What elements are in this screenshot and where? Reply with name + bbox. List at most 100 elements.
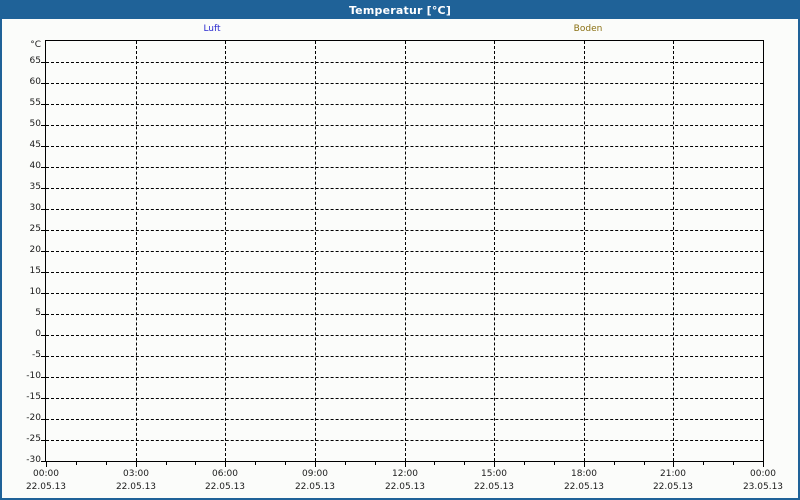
x-axis-tick-mark bbox=[763, 462, 764, 467]
y-axis-tick-label: -25 bbox=[26, 434, 41, 444]
gridline-horizontal bbox=[46, 419, 763, 420]
x-axis-tick-mark bbox=[405, 462, 406, 467]
y-axis-tick-label: 25 bbox=[29, 224, 41, 234]
y-axis-tick-mark bbox=[41, 209, 45, 210]
x-axis-tick-mark bbox=[494, 462, 495, 467]
gridline-horizontal bbox=[46, 440, 763, 441]
y-axis-tick-label: 5 bbox=[35, 308, 41, 318]
y-axis-tick-label: 30 bbox=[29, 203, 41, 213]
x-axis-tick-time: 18:00 bbox=[571, 469, 597, 479]
x-axis-minor-tick-mark bbox=[554, 462, 555, 465]
y-axis-tick-mark bbox=[41, 167, 45, 168]
gridline-vertical bbox=[405, 41, 406, 461]
x-axis-minor-tick-mark bbox=[375, 462, 376, 465]
x-axis-minor-tick-mark bbox=[464, 462, 465, 465]
y-axis-tick-label: 65 bbox=[29, 56, 41, 66]
y-axis-tick-mark bbox=[41, 440, 45, 441]
x-axis-minor-tick-mark bbox=[434, 462, 435, 465]
y-axis-tick-mark bbox=[41, 293, 45, 294]
x-axis-tick-date: 22.05.13 bbox=[115, 482, 157, 492]
y-axis-tick-label: -15 bbox=[26, 392, 41, 402]
gridline-horizontal bbox=[46, 293, 763, 294]
x-axis-minor-tick-mark bbox=[644, 462, 645, 465]
y-axis-tick-label: 35 bbox=[29, 182, 41, 192]
x-axis-tick-mark bbox=[136, 462, 137, 467]
legend-item-luft[interactable]: Luft bbox=[203, 24, 221, 34]
y-axis-tick-mark bbox=[41, 272, 45, 273]
gridline-horizontal bbox=[46, 251, 763, 252]
x-axis-tick-mark bbox=[673, 462, 674, 467]
x-axis-minor-tick-mark bbox=[614, 462, 615, 465]
y-axis-tick-mark bbox=[41, 104, 45, 105]
x-axis-tick-mark bbox=[46, 462, 47, 467]
x-axis-tick-date: 22.05.13 bbox=[25, 482, 67, 492]
y-axis-tick-mark bbox=[41, 62, 45, 63]
x-axis-tick-label: 12:00 22.05.13 bbox=[360, 468, 450, 494]
x-axis-tick-time: 15:00 bbox=[481, 469, 507, 479]
y-axis-tick-label: -5 bbox=[32, 350, 41, 360]
y-axis-tick-mark bbox=[41, 314, 45, 315]
x-axis-tick-date: 22.05.13 bbox=[204, 482, 246, 492]
legend-item-boden[interactable]: Boden bbox=[573, 24, 603, 34]
y-axis-tick-label: 15 bbox=[29, 266, 41, 276]
y-axis-tick-mark bbox=[41, 125, 45, 126]
gridline-vertical bbox=[136, 41, 137, 461]
x-axis-minor-tick-mark bbox=[166, 462, 167, 465]
gridline-vertical bbox=[315, 41, 316, 461]
y-axis-tick-mark bbox=[41, 419, 45, 420]
chart-legend: Luft Boden bbox=[2, 21, 798, 37]
x-axis-tick-date: 22.05.13 bbox=[294, 482, 336, 492]
gridline-horizontal bbox=[46, 167, 763, 168]
gridline-horizontal bbox=[46, 398, 763, 399]
gridline-vertical bbox=[494, 41, 495, 461]
x-axis-tick-label: 00:00 23.05.13 bbox=[718, 468, 798, 494]
gridline-horizontal bbox=[46, 62, 763, 63]
gridline-horizontal bbox=[46, 146, 763, 147]
gridline-horizontal bbox=[46, 125, 763, 126]
x-axis-tick-time: 00:00 bbox=[33, 469, 59, 479]
x-axis-minor-tick-mark bbox=[345, 462, 346, 465]
gridline-horizontal bbox=[46, 104, 763, 105]
y-axis-unit-label: °C bbox=[30, 40, 41, 50]
x-axis-tick-time: 00:00 bbox=[750, 469, 776, 479]
x-axis-tick-mark bbox=[315, 462, 316, 467]
x-axis-tick-time: 03:00 bbox=[123, 469, 149, 479]
y-axis-tick-label: 20 bbox=[29, 245, 41, 255]
y-axis-tick-label: 10 bbox=[29, 287, 41, 297]
x-axis-tick-time: 06:00 bbox=[212, 469, 238, 479]
y-axis-tick-label: 0 bbox=[35, 329, 41, 339]
y-axis-tick-label: 60 bbox=[29, 77, 41, 87]
x-axis-minor-tick-mark bbox=[524, 462, 525, 465]
x-axis-tick-label: 18:00 22.05.13 bbox=[539, 468, 629, 494]
window-title: Temperatur [°C] bbox=[2, 2, 798, 19]
y-axis-tick-mark bbox=[41, 188, 45, 189]
x-axis-tick-mark bbox=[225, 462, 226, 467]
x-axis-tick-time: 09:00 bbox=[302, 469, 328, 479]
x-axis-minor-tick-mark bbox=[106, 462, 107, 465]
plot-area[interactable] bbox=[45, 40, 764, 462]
y-axis-tick-label: -10 bbox=[26, 371, 41, 381]
y-axis-tick-mark bbox=[41, 356, 45, 357]
gridline-horizontal bbox=[46, 230, 763, 231]
x-axis-minor-tick-mark bbox=[703, 462, 704, 465]
x-axis-tick-date: 22.05.13 bbox=[384, 482, 426, 492]
gridline-vertical bbox=[584, 41, 585, 461]
y-axis-tick-mark bbox=[41, 461, 45, 462]
x-axis-tick-date: 22.05.13 bbox=[473, 482, 515, 492]
x-axis-minor-tick-mark bbox=[76, 462, 77, 465]
y-axis-tick-mark bbox=[41, 146, 45, 147]
gridline-vertical bbox=[225, 41, 226, 461]
gridline-horizontal bbox=[46, 314, 763, 315]
y-axis-tick-label: 50 bbox=[29, 119, 41, 129]
gridline-horizontal bbox=[46, 335, 763, 336]
x-axis-minor-tick-mark bbox=[733, 462, 734, 465]
x-axis-tick-label: 06:00 22.05.13 bbox=[180, 468, 270, 494]
y-axis-tick-mark bbox=[41, 83, 45, 84]
gridline-horizontal bbox=[46, 188, 763, 189]
y-axis-tick-label: 40 bbox=[29, 161, 41, 171]
x-axis-tick-date: 22.05.13 bbox=[652, 482, 694, 492]
y-axis-tick-mark bbox=[41, 377, 45, 378]
x-axis-minor-tick-mark bbox=[255, 462, 256, 465]
x-axis-minor-tick-mark bbox=[195, 462, 196, 465]
